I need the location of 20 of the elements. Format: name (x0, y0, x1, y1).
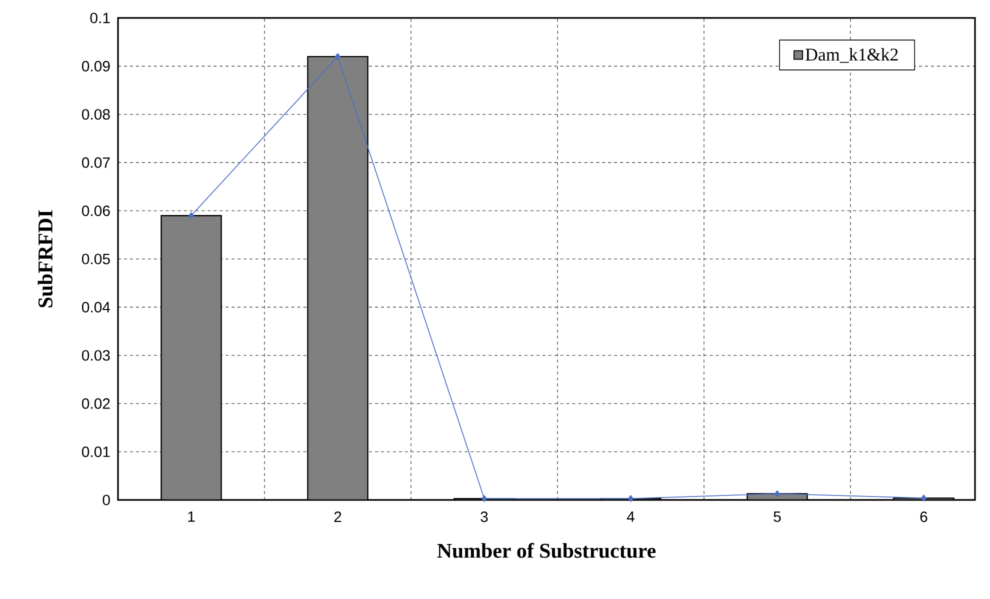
y-tick-label: 0.05 (82, 254, 110, 264)
y-tick-label: 0.1 (90, 12, 110, 24)
x-tick-label: 6 (920, 512, 928, 522)
x-tick-label: 3 (480, 512, 488, 522)
y-axis-title: SubFRFDI (38, 210, 53, 308)
y-tick-label: 0.07 (82, 157, 110, 168)
x-tick-label: 2 (334, 512, 342, 522)
y-tick-label: 0.09 (82, 60, 110, 72)
y-tick-label: 0.06 (82, 205, 110, 216)
x-tick-label: 5 (774, 512, 781, 522)
legend-label: Dam_k1&k2 (806, 48, 898, 63)
y-tick-label: 0.04 (82, 302, 110, 312)
y-tick-label: 0 (102, 494, 110, 506)
x-axis-title: Number of Substructure (437, 542, 656, 558)
x-tick-label: 4 (626, 512, 634, 522)
y-tick-label: 0.02 (82, 398, 110, 409)
y-tick-label: 0.08 (82, 109, 110, 120)
y-tick-label: 0.01 (82, 446, 110, 458)
x-tick-label: 1 (188, 512, 195, 522)
y-tick-label: 0.03 (82, 350, 110, 361)
